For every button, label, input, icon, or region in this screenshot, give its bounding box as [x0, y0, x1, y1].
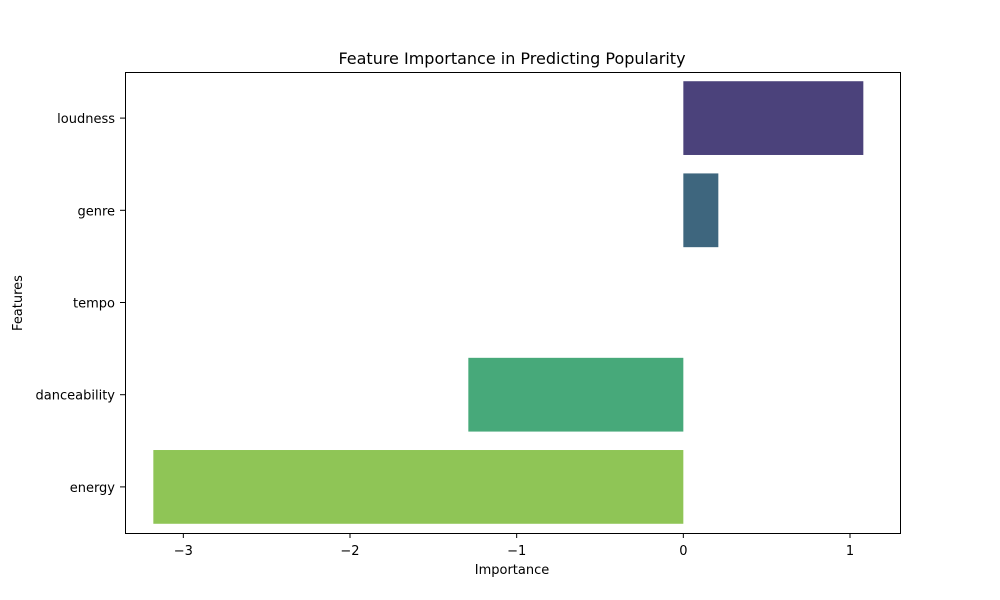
plot-frame	[125, 72, 901, 534]
chart-title: Feature Importance in Predicting Popular…	[338, 49, 685, 68]
y-axis-label: Features	[11, 275, 26, 331]
x-tick-label: −3	[174, 544, 193, 559]
x-tick-label: 0	[679, 544, 687, 559]
x-axis-ticks: −3 −2 −1 0 1	[174, 533, 854, 559]
y-tick-label-tempo: tempo	[73, 297, 115, 312]
bars-group	[153, 81, 864, 524]
x-tick-label: −1	[507, 544, 526, 559]
bar-loudness	[683, 81, 864, 155]
y-tick-label-genre: genre	[77, 204, 115, 219]
bar-danceability	[468, 357, 684, 432]
x-tick-label: 1	[846, 544, 854, 559]
x-tick-label: −2	[340, 544, 359, 559]
y-tick-label-danceability: danceability	[36, 389, 116, 404]
y-axis-ticks: loudness genre tempo danceability energy	[36, 112, 125, 496]
bar-energy	[153, 450, 684, 524]
x-axis-label: Importance	[475, 563, 550, 578]
bar-genre	[683, 173, 719, 248]
y-tick-label-energy: energy	[70, 481, 116, 496]
y-tick-label-loudness: loudness	[57, 112, 115, 127]
